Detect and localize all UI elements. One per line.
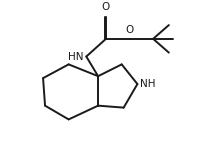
- Text: HN: HN: [68, 51, 83, 62]
- Text: O: O: [102, 2, 110, 12]
- Text: O: O: [125, 25, 134, 35]
- Text: NH: NH: [140, 79, 156, 89]
